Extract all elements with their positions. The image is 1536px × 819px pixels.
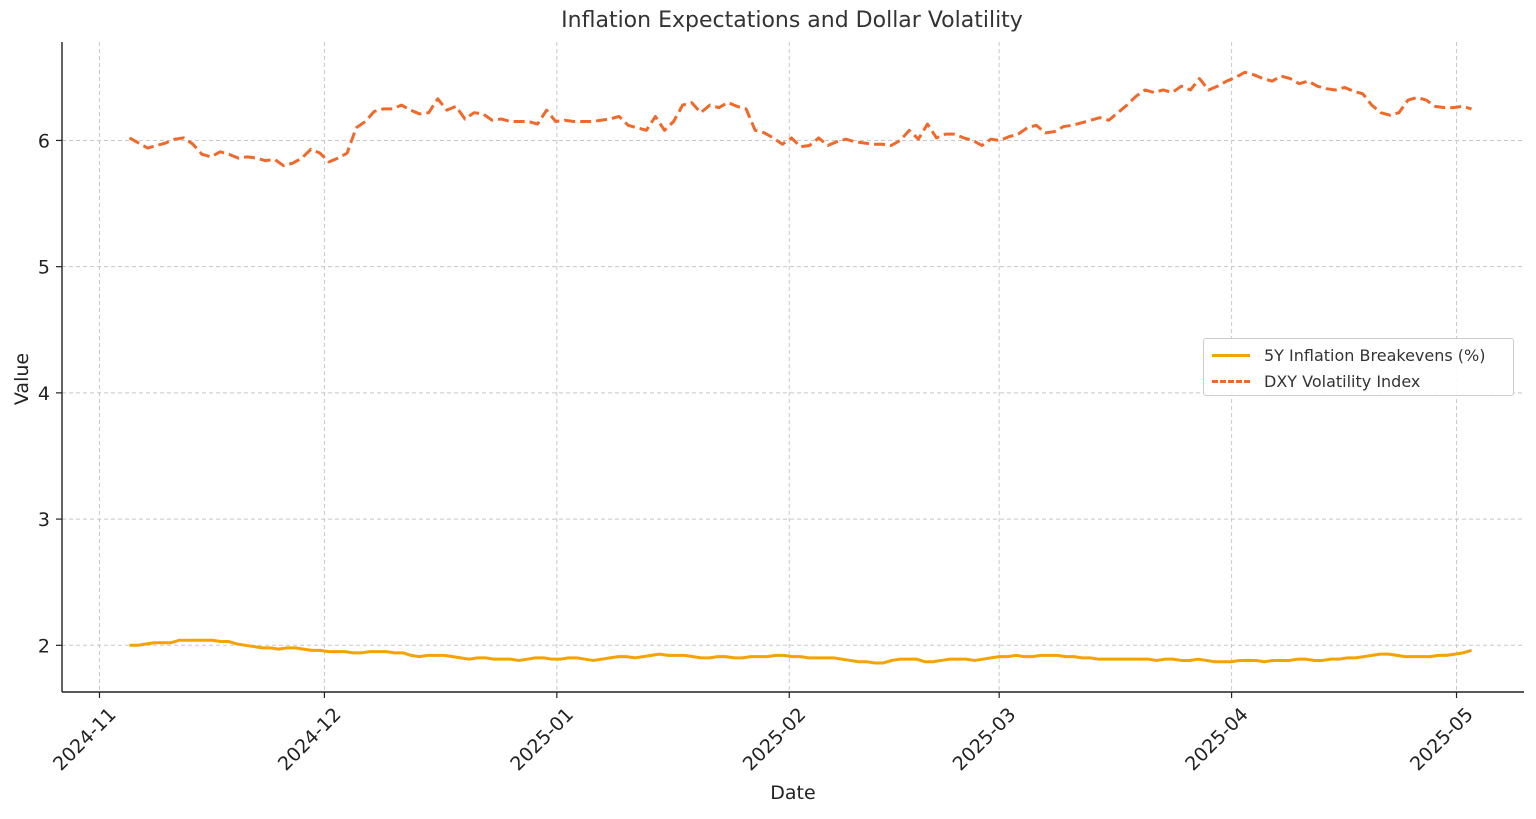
legend-swatch-dxy-volatility <box>1212 379 1250 383</box>
y-tick-label: 2 <box>38 635 50 657</box>
x-tick-label: 2025-05 <box>1406 704 1478 776</box>
y-tick-label: 5 <box>38 257 50 279</box>
axes <box>61 42 1524 693</box>
legend-label-breakevens: 5Y Inflation Breakevens (%) <box>1264 345 1486 365</box>
x-tick-label: 2025-01 <box>506 704 578 776</box>
series-line-breakevens <box>129 638 1472 665</box>
legend-item-breakevens: 5Y Inflation Breakevens (%) <box>1212 343 1485 367</box>
y-axis-label: Value <box>11 352 33 406</box>
x-tick-label: 2025-02 <box>739 704 811 776</box>
y-tick-label: 3 <box>38 509 50 531</box>
series-line-dxy-volatility <box>128 70 1472 168</box>
y-tick-label: 4 <box>38 383 50 405</box>
tick-layer: 2 3 4 5 6 2024-11 2024-12 2025-01 2025-02 2025-03… <box>38 130 1478 775</box>
x-axis-label: Date <box>770 782 816 804</box>
legend-label-dxy-volatility: DXY Volatility Index <box>1264 371 1421 391</box>
legend-item-dxy-volatility: DXY Volatility Index <box>1212 369 1420 393</box>
legend-swatch-breakevens <box>1212 353 1250 357</box>
x-tick-label: 2024-12 <box>274 704 346 776</box>
x-tick-label: 2025-03 <box>949 704 1021 776</box>
x-tick-label: 2025-04 <box>1181 704 1253 776</box>
series-layer <box>128 70 1472 665</box>
legend: 5Y Inflation Breakevens (%) DXY Volatili… <box>1203 338 1514 396</box>
x-tick-label: 2024-11 <box>49 704 121 776</box>
y-tick-label: 6 <box>38 130 50 152</box>
chart-title: Inflation Expectations and Dollar Volati… <box>561 8 1023 33</box>
